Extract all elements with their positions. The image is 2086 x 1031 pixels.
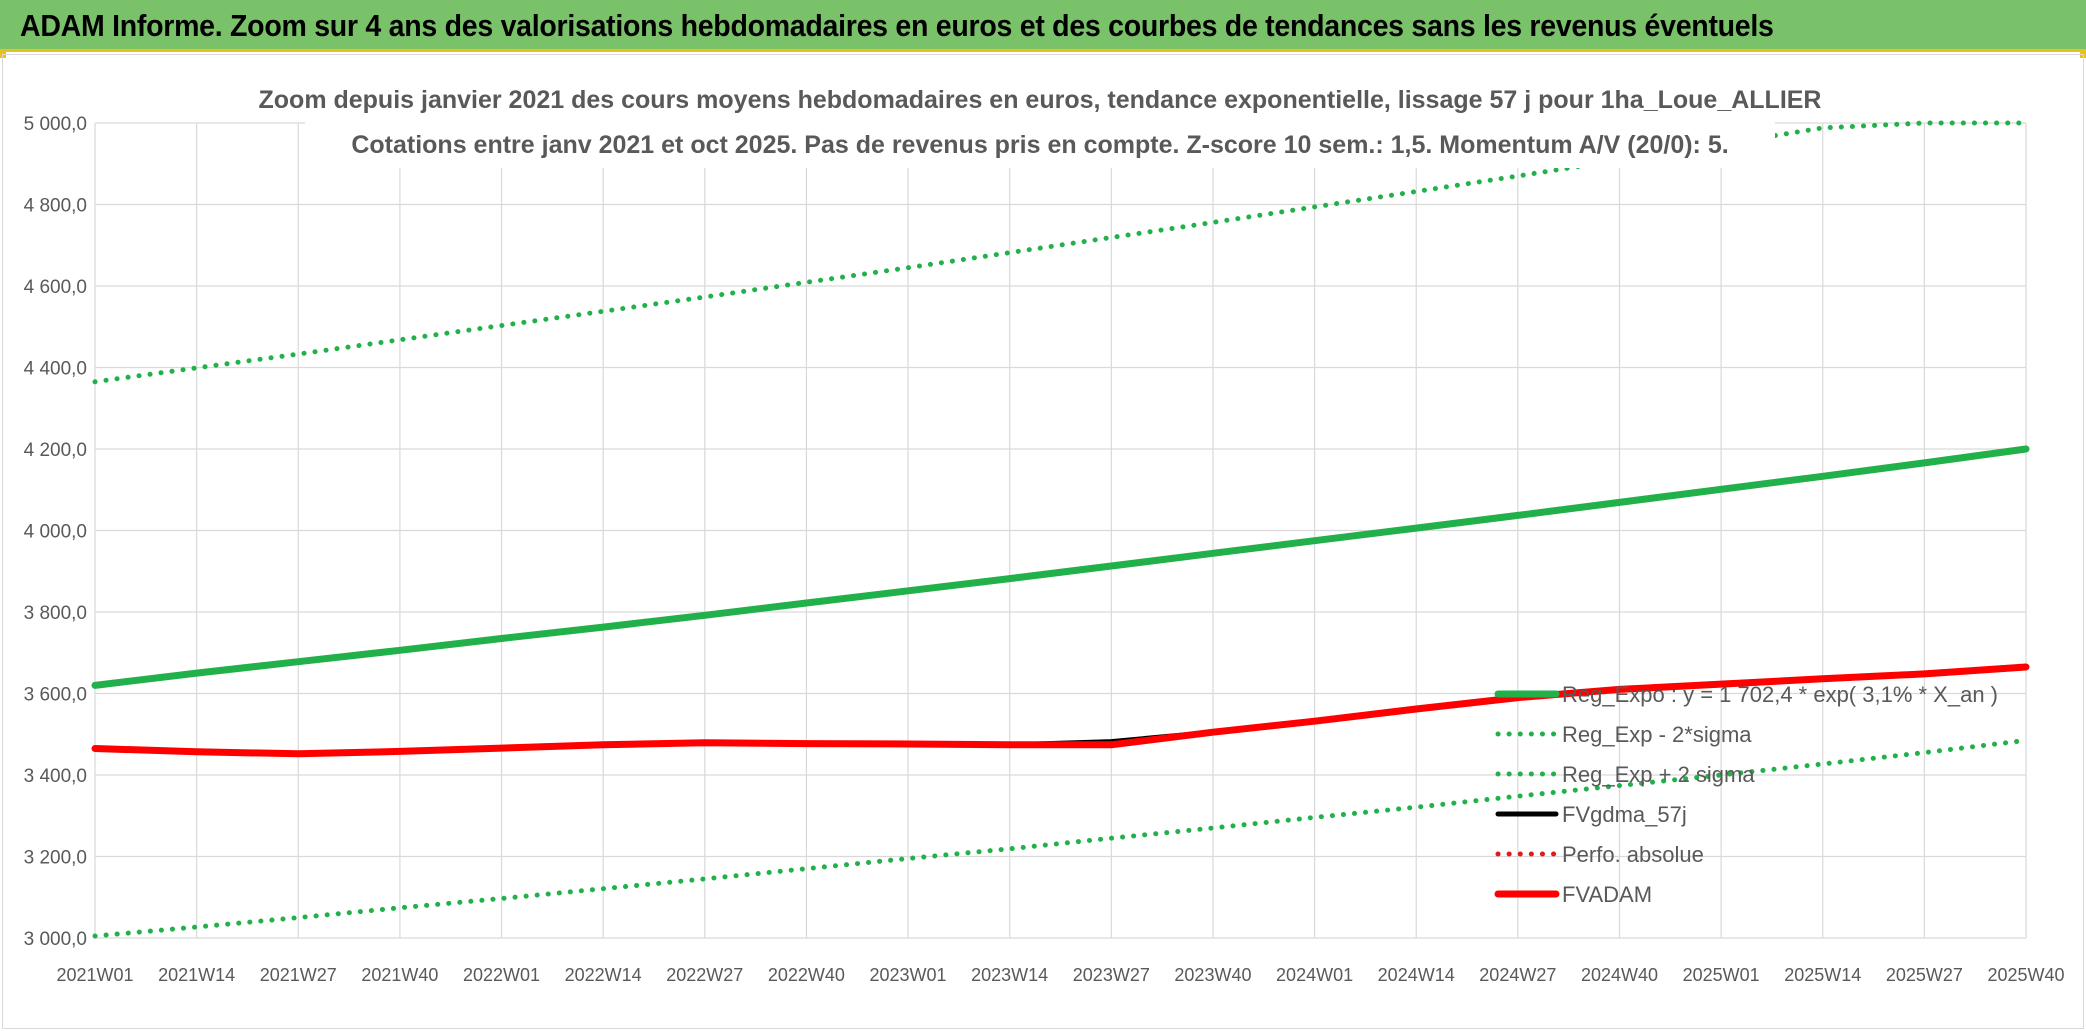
y-tick-label: 3 400,0	[24, 766, 87, 787]
legend-label-2: Reg_Exp + 2 sigma	[1562, 762, 1755, 787]
y-tick-label: 4 200,0	[24, 440, 87, 461]
x-tick-label: 2021W01	[56, 965, 133, 985]
chart-frame	[2, 54, 2084, 1029]
series-layer	[91, 120, 2030, 939]
x-tick-label: 2022W27	[666, 965, 743, 985]
x-tick-label: 2022W01	[463, 965, 540, 985]
series-line-1	[92, 737, 2029, 939]
x-tick-label: 2022W14	[565, 965, 642, 985]
legend: Reg_Expo : y = 1 702,4 * exp( 3,1% * X_a…	[1494, 682, 1998, 907]
x-tick-label: 2024W01	[1276, 965, 1353, 985]
x-tick-label: 2025W40	[1987, 965, 2064, 985]
y-tick-label: 5 000,0	[24, 114, 87, 135]
chart-title-line2: Cotations entre janv 2021 et oct 2025. P…	[351, 131, 1728, 159]
legend-label-0: Reg_Expo : y = 1 702,4 * exp( 3,1% * X_a…	[1562, 682, 1998, 707]
banner: ADAM Informe. Zoom sur 4 ans des valoris…	[0, 0, 2086, 52]
legend-label-4: Perfo. absolue	[1562, 842, 1704, 867]
x-tick-label: 2021W27	[260, 965, 337, 985]
x-tick-label: 2024W27	[1479, 965, 1556, 985]
y-tick-label: 3 200,0	[24, 848, 87, 869]
x-tick-label: 2023W14	[971, 965, 1048, 985]
x-tick-label: 2023W01	[870, 965, 947, 985]
chart-title-line1: Zoom depuis janvier 2021 des cours moyen…	[259, 86, 1822, 114]
x-tick-label: 2021W40	[361, 965, 438, 985]
x-tick-label: 2025W14	[1784, 965, 1861, 985]
series-line-5	[91, 663, 2030, 758]
legend-label-3: FVgdma_57j	[1562, 802, 1687, 827]
x-tick-label: 2024W14	[1378, 965, 1455, 985]
x-tick-label: 2022W40	[768, 965, 845, 985]
x-tick-label: 2021W14	[158, 965, 235, 985]
y-tick-label: 4 000,0	[24, 522, 87, 543]
x-tick-label: 2023W40	[1174, 965, 1251, 985]
title-background	[305, 78, 1775, 168]
y-tick-label: 3 800,0	[24, 603, 87, 624]
title-layer: Zoom depuis janvier 2021 des cours moyen…	[259, 78, 1822, 168]
series-line-2	[92, 120, 2029, 385]
x-tick-label: 2025W27	[1886, 965, 1963, 985]
y-tick-label: 4 600,0	[24, 277, 87, 298]
grid-layer	[94, 122, 2027, 939]
series-line-0	[91, 445, 2030, 689]
x-tick-label: 2025W01	[1683, 965, 1760, 985]
y-tick-label: 4 400,0	[24, 359, 87, 380]
x-tick-label: 2023W27	[1073, 965, 1150, 985]
legend-label-5: FVADAM	[1562, 882, 1652, 907]
y-tick-label: 3 600,0	[24, 685, 87, 706]
legend-label-1: Reg_Exp - 2*sigma	[1562, 722, 1752, 747]
banner-title: ADAM Informe. Zoom sur 4 ans des valoris…	[20, 8, 1774, 43]
x-tick-label: 2024W40	[1581, 965, 1658, 985]
y-tick-label: 3 000,0	[24, 929, 87, 950]
axis-layer: 3 000,0 3 200,0 3 400,0 3 600,0 3 800,0 4 000…	[24, 114, 2065, 985]
corner-decoration-left	[0, 52, 6, 58]
y-tick-label: 4 800,0	[24, 196, 87, 217]
